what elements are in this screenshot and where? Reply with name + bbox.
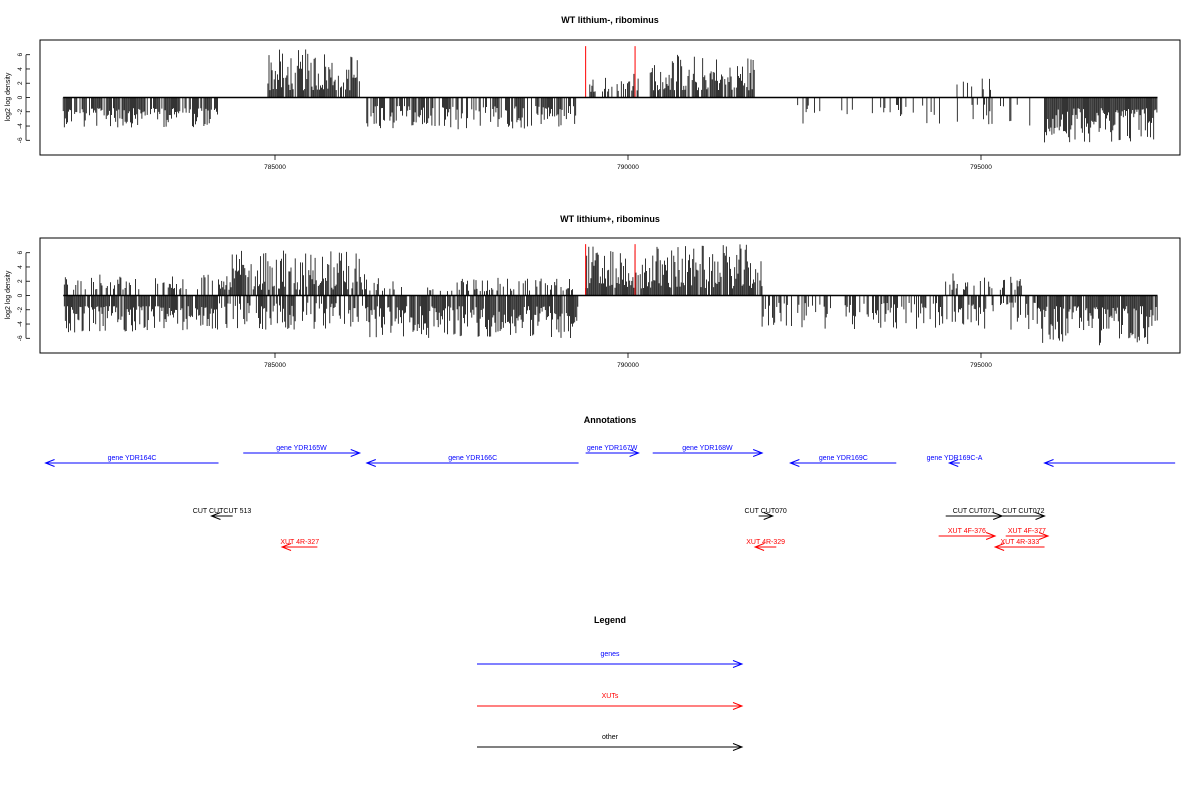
- annotation-arrow-other: [758, 512, 775, 520]
- y-tick-label: 4: [17, 67, 24, 71]
- annotation-label: CUT CUT072: [1002, 508, 1044, 515]
- y-tick-label: -6: [17, 335, 24, 341]
- panel-2-ylabel: log2 log density: [5, 270, 12, 319]
- annotation-label: CUT CUT070: [745, 508, 787, 515]
- legend-panel: Legend genes XUTs other: [477, 615, 744, 751]
- x-tick-label: 790000: [617, 362, 639, 369]
- y-tick-label: -4: [17, 123, 24, 129]
- y-tick-label: 0: [17, 293, 24, 297]
- panel-2-title: WT lithium+, ribominus: [560, 214, 660, 224]
- y-tick-label: 4: [17, 265, 24, 269]
- legend-label: other: [602, 734, 619, 741]
- annotation-label: gene YDR166C: [448, 455, 497, 462]
- annotations-title: Annotations: [584, 415, 637, 425]
- panel-1-ylabel: log2 log density: [5, 72, 12, 121]
- annotation-label: XUT 4F-377: [1008, 528, 1046, 535]
- annotation-arrow-gene: [243, 449, 362, 457]
- panel-2-bars: [63, 244, 1158, 346]
- panel-1-x-ticks: 785000 790000 795000: [264, 155, 992, 171]
- y-tick-label: 2: [17, 81, 24, 85]
- panel-2-frame: [39, 237, 1181, 354]
- legend-arrow-xut: [477, 702, 744, 710]
- annotation-arrow-gene: [947, 459, 960, 467]
- y-tick-label: 6: [17, 53, 24, 57]
- y-tick-label: -4: [17, 321, 24, 327]
- annotation-arrow-gene: [585, 449, 640, 457]
- y-tick-label: 2: [17, 279, 24, 283]
- annotation-arrow-xut: [280, 543, 318, 551]
- annotation-label: gene YDR169C: [819, 455, 868, 462]
- panel-2-x-ticks: 785000 790000 795000: [264, 353, 992, 369]
- annotation-label: XUT 4R-327: [280, 539, 319, 546]
- annotation-arrow-gene: [44, 459, 219, 467]
- annotation-arrow-other: [210, 512, 233, 520]
- panel-1-bars: [62, 46, 1158, 143]
- legend-title: Legend: [594, 615, 626, 625]
- panel-1-y-ticks: -6 -4 -2 0 2 4 6: [17, 53, 30, 143]
- y-tick-label: -2: [17, 306, 24, 312]
- y-tick-label: 0: [17, 95, 24, 99]
- annotation-features: gene YDR164C gene YDR165W gene YDR166C gene…: [44, 445, 1176, 551]
- legend-arrow-gene: [477, 660, 744, 668]
- track-panel-1: WT lithium-, ribominus log2 log density …: [5, 15, 1181, 171]
- annotation-arrow-gene: [652, 449, 764, 457]
- panel-2-y-ticks: -6 -4 -2 0 2 4 6: [17, 251, 30, 341]
- annotation-arrow-xut: [993, 543, 1045, 551]
- annotation-label: gene YDR164C: [108, 455, 157, 462]
- y-tick-label: -2: [17, 108, 24, 114]
- annotation-label: gene YDR167W: [587, 445, 638, 452]
- annotation-arrow-gene: [1043, 459, 1176, 467]
- annotation-label: gene YDR165W: [276, 445, 327, 452]
- annotation-arrow-xut: [753, 543, 777, 551]
- annotation-label: gene YDR168W: [682, 445, 733, 452]
- panel-1-title: WT lithium-, ribominus: [561, 15, 659, 25]
- annotation-arrow-other: [1002, 512, 1046, 520]
- annotation-arrow-gene: [365, 459, 579, 467]
- annotation-label: XUT 4F-376: [948, 528, 986, 535]
- x-tick-label: 785000: [264, 362, 286, 369]
- annotation-label: XUT 4R-333: [1000, 539, 1039, 546]
- y-tick-label: -6: [17, 137, 24, 143]
- annotation-label: CUT CUTCUT 513: [193, 508, 252, 515]
- panel-1-frame: [39, 39, 1181, 156]
- legend-entries: genes XUTs other: [477, 651, 744, 751]
- x-tick-label: 785000: [264, 164, 286, 171]
- x-tick-label: 795000: [970, 362, 992, 369]
- legend-label: genes: [600, 651, 620, 658]
- x-tick-label: 790000: [617, 164, 639, 171]
- annotation-label: CUT CUT071: [953, 508, 995, 515]
- annotation-arrow-xut: [1005, 532, 1050, 540]
- annotation-arrow-xut: [938, 532, 997, 540]
- y-tick-label: 6: [17, 251, 24, 255]
- x-tick-label: 795000: [970, 164, 992, 171]
- legend-label: XUTs: [602, 693, 619, 700]
- annotation-arrow-gene: [789, 459, 897, 467]
- annotation-label: XUT 4R-329: [746, 539, 785, 546]
- legend-arrow-other: [477, 743, 744, 751]
- track-panel-2: WT lithium+, ribominus log2 log density …: [5, 214, 1181, 369]
- annotation-label: gene YDR169C-A: [927, 455, 983, 462]
